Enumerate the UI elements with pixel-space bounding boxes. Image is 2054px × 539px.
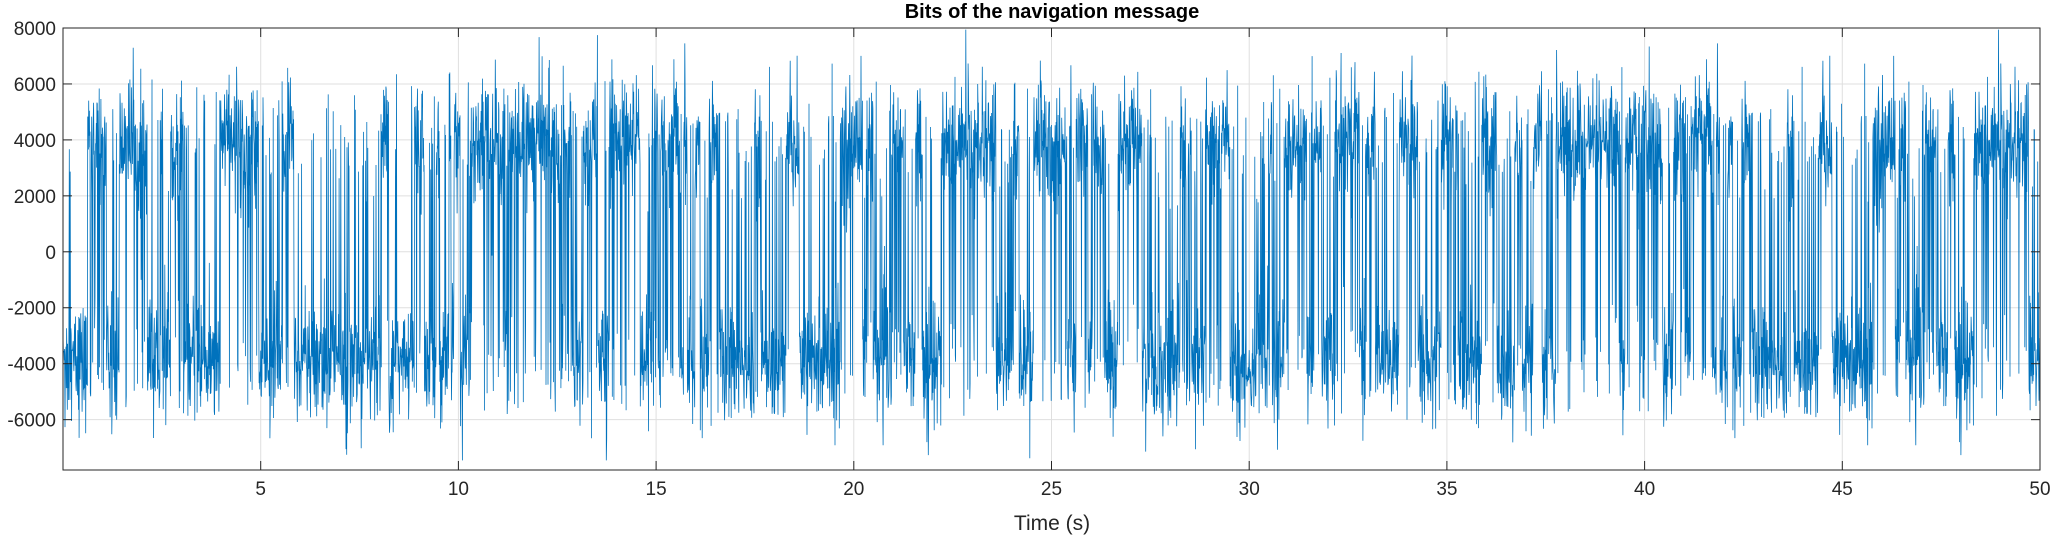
y-tick-label: -6000 bbox=[7, 411, 56, 432]
y-tick-label: 2000 bbox=[14, 187, 56, 208]
x-tick-label: 30 bbox=[1239, 479, 1260, 500]
y-tick-label: 4000 bbox=[14, 131, 56, 152]
x-tick-label: 35 bbox=[1436, 479, 1457, 500]
y-tick-labels: -6000 -4000 -2000 0 2000 4000 6000 8000 bbox=[7, 19, 56, 432]
x-tick-label: 15 bbox=[646, 479, 667, 500]
y-tick-label: -4000 bbox=[7, 355, 56, 376]
x-tick-label: 20 bbox=[843, 479, 864, 500]
x-tick-label: 10 bbox=[448, 479, 469, 500]
series-line bbox=[62, 29, 2041, 461]
y-tick-label: -2000 bbox=[7, 299, 56, 320]
x-tick-labels: 5 10 15 20 25 30 35 40 45 50 bbox=[255, 479, 2050, 500]
y-tick-label: 0 bbox=[45, 243, 56, 264]
signal-trace bbox=[62, 29, 2041, 461]
x-tick-label: 45 bbox=[1832, 479, 1853, 500]
y-tick-label: 8000 bbox=[14, 19, 56, 40]
x-tick-label: 40 bbox=[1634, 479, 1655, 500]
chart-title: Bits of the navigation message bbox=[905, 1, 1200, 23]
x-axis-label: Time (s) bbox=[1014, 512, 1090, 535]
axis-ticks bbox=[63, 27, 2041, 470]
y-tick-label: 6000 bbox=[14, 75, 56, 96]
x-tick-label: 25 bbox=[1041, 479, 1062, 500]
x-tick-label: 5 bbox=[255, 479, 266, 500]
x-tick-label: 50 bbox=[2029, 479, 2050, 500]
